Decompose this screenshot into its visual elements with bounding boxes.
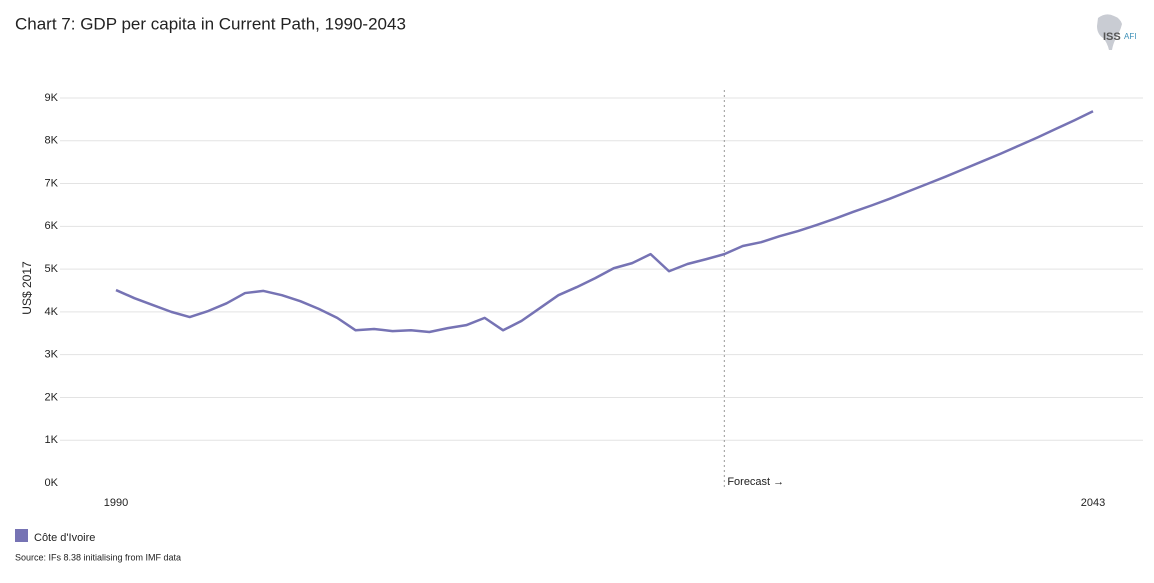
legend-label: Côte d'Ivoire <box>34 532 95 544</box>
x-tick-label: 2043 <box>1081 497 1105 509</box>
y-tick-label: 2K <box>45 391 59 403</box>
y-tick-label: 6K <box>45 220 59 232</box>
chart-title: Chart 7: GDP per capita in Current Path,… <box>15 14 406 33</box>
y-tick-label: 4K <box>45 306 59 318</box>
data-line <box>115 110 1094 334</box>
y-tick-label: 8K <box>45 135 59 147</box>
logo: ISS AFI <box>1097 14 1136 50</box>
forecast-label: Forecast → <box>727 476 784 488</box>
y-tick-label: 7K <box>45 177 59 189</box>
legend-swatch <box>15 529 28 542</box>
y-tick-label: 3K <box>45 349 59 361</box>
logo-text: AFI <box>1124 32 1136 41</box>
source-note: Source: IFs 8.38 initialising from IMF d… <box>15 552 181 562</box>
y-tick-label: 0K <box>45 477 59 489</box>
x-tick-label: 1990 <box>104 497 128 509</box>
y-tick-label: 5K <box>45 263 59 275</box>
y-tick-label: 9K <box>45 92 59 104</box>
logo-shape <box>1097 14 1122 50</box>
logo-text: ISS <box>1103 31 1121 43</box>
y-tick-label: 1K <box>45 434 59 446</box>
y-axis-label: US$ 2017 <box>20 261 34 315</box>
